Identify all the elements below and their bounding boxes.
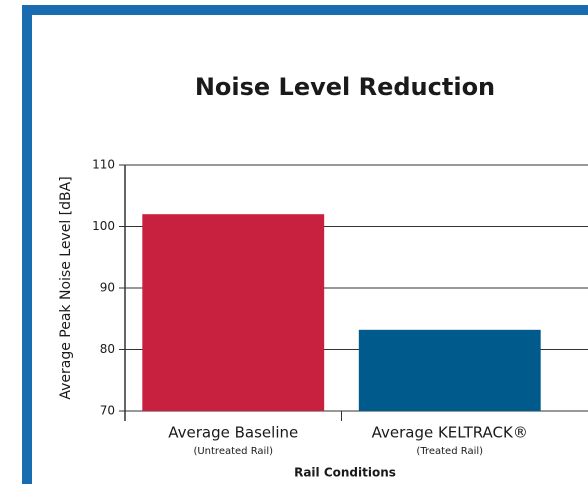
y-tick-label: 90 <box>100 281 115 295</box>
x-tick-note: (Untreated Rail) <box>193 446 273 457</box>
y-tick-label: 110 <box>92 158 115 172</box>
x-tick-note: (Treated Rail) <box>416 446 483 457</box>
y-tick-label: 100 <box>92 219 115 233</box>
bar <box>142 214 325 411</box>
y-tick-label: 80 <box>100 342 115 356</box>
frame-top <box>22 5 588 15</box>
x-tick-label: Average KELTRACK® <box>372 424 528 442</box>
y-tick-label: 70 <box>100 404 115 418</box>
x-axis-label: Rail Conditions <box>294 466 396 480</box>
frame-left <box>22 5 32 484</box>
x-tick-label: Average Baseline <box>168 424 298 442</box>
chart-title: Noise Level Reduction <box>195 73 495 101</box>
bar <box>358 329 541 411</box>
y-axis-label: Average Peak Noise Level [dBA] <box>58 176 74 399</box>
